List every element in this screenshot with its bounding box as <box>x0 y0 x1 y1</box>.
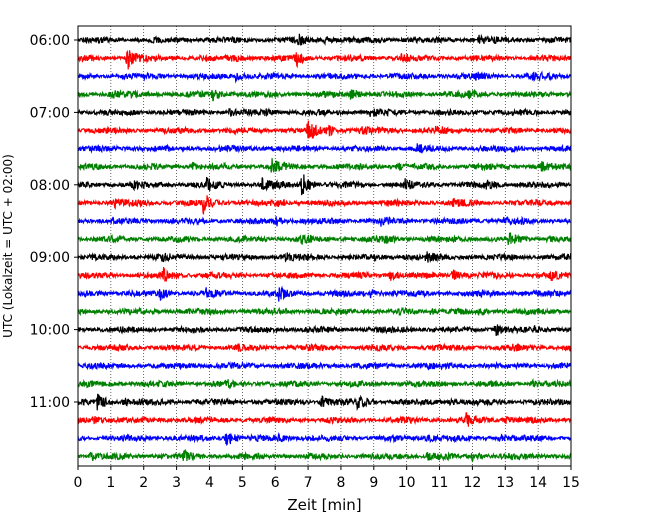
trace-0915 <box>77 266 572 283</box>
x-tick-label: 12 <box>463 475 481 491</box>
y-tick-label: 11:00 <box>30 395 70 411</box>
x-tick-label: 1 <box>106 475 115 491</box>
x-axis-label: Zeit [min] <box>287 496 361 514</box>
trace-0845 <box>77 232 572 246</box>
x-tick-label: 5 <box>238 475 247 491</box>
x-tick-label: 9 <box>369 475 378 491</box>
trace-0930 <box>77 285 572 302</box>
x-axis-ticks: 0 1 2 3 4 5 6 7 8 9 10 11 12 13 14 15 <box>74 466 580 491</box>
x-tick-label: 0 <box>74 475 83 491</box>
seismic-traces <box>77 33 572 463</box>
trace-1145 <box>77 448 572 463</box>
x-tick-label: 8 <box>336 475 345 491</box>
trace-0600 <box>77 33 572 47</box>
trace-0745 <box>77 158 572 173</box>
trace-0730 <box>77 143 572 154</box>
y-axis-ticks: 06:00 07:00 08:00 09:00 10:00 11:00 <box>30 33 78 411</box>
trace-1015 <box>77 342 572 353</box>
x-tick-label: 15 <box>562 475 580 491</box>
x-tick-label: 11 <box>431 475 449 491</box>
trace-0830 <box>77 215 572 227</box>
trace-0615 <box>77 49 572 70</box>
x-tick-label: 7 <box>304 475 313 491</box>
trace-0715 <box>77 120 572 139</box>
trace-0800 <box>77 174 572 196</box>
y-tick-label: 06:00 <box>30 33 70 49</box>
plot-frame <box>77 25 572 467</box>
y-tick-label: 08:00 <box>30 178 70 194</box>
y-axis-label: UTC (Lokalzeit = UTC + 02:00) <box>1 154 15 338</box>
trace-0630 <box>77 70 572 84</box>
trace-1030 <box>77 360 572 371</box>
x-tick-label: 3 <box>172 475 181 491</box>
x-tick-label: 13 <box>496 475 514 491</box>
y-tick-label: 09:00 <box>30 250 70 266</box>
x-tick-label: 10 <box>398 475 416 491</box>
trace-1045 <box>77 378 572 390</box>
x-tick-label: 14 <box>529 475 547 491</box>
x-tick-label: 6 <box>271 475 280 491</box>
trace-0700 <box>77 107 572 118</box>
trace-0645 <box>77 88 572 102</box>
x-tick-label: 2 <box>139 475 148 491</box>
x-tick-label: 4 <box>205 475 214 491</box>
trace-1000 <box>77 324 572 337</box>
trace-1115 <box>77 412 572 427</box>
y-tick-label: 07:00 <box>30 105 70 121</box>
trace-0945 <box>77 306 572 317</box>
trace-1100 <box>77 393 572 412</box>
grid-lines <box>110 26 539 466</box>
trace-0815 <box>77 195 572 215</box>
trace-1130 <box>77 431 572 447</box>
y-tick-label: 10:00 <box>30 323 70 339</box>
trace-0900 <box>77 251 572 264</box>
